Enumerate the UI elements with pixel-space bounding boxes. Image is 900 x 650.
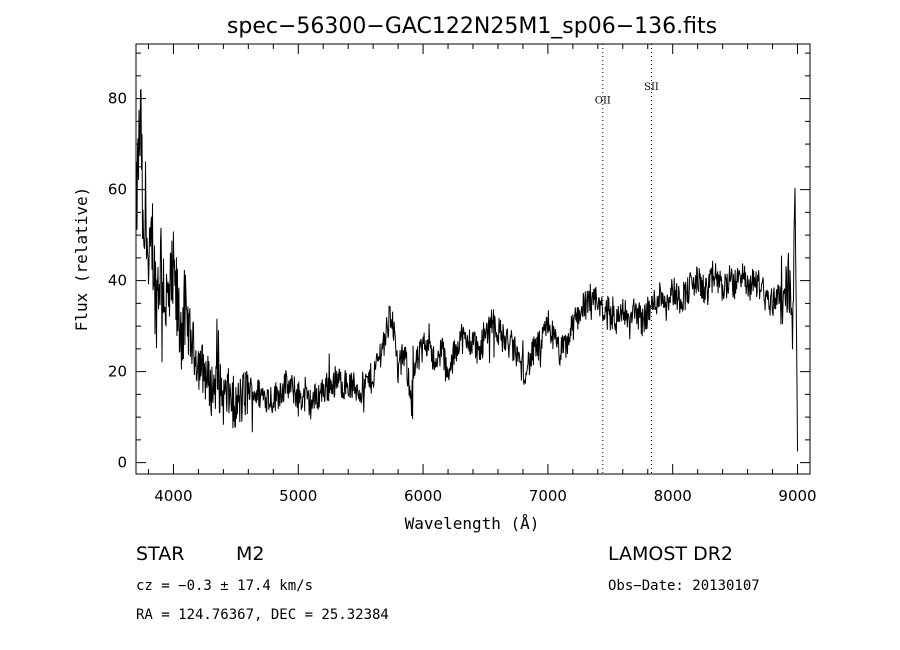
y-tick-label: 80 (108, 90, 127, 108)
emission-lines: OII SII (595, 44, 659, 474)
spectrum-series-line (135, 89, 798, 452)
object-class: STAR (136, 543, 184, 565)
y-axis-label: Flux (relative) (72, 187, 91, 332)
survey-name: LAMOST DR2 (608, 543, 733, 565)
x-tick-label: 6000 (404, 487, 442, 505)
object-subclass: M2 (236, 543, 264, 565)
y-tick-label: 60 (108, 181, 127, 199)
x-axis-ticks (147, 44, 799, 474)
x-tick-label: 9000 (778, 487, 816, 505)
y-axis-tick-labels: 0 20 40 60 80 (108, 90, 127, 472)
redshift-info: cz = −0.3 ± 17.4 km/s (136, 578, 313, 594)
x-tick-label: 8000 (654, 487, 692, 505)
x-tick-label: 5000 (279, 487, 317, 505)
x-axis-label: Wavelength (Å) (405, 514, 540, 533)
y-tick-label: 0 (117, 454, 127, 472)
y-tick-label: 40 (108, 272, 127, 290)
x-tick-label: 7000 (529, 487, 567, 505)
coordinates: RA = 124.76367, DEC = 25.32384 (136, 607, 389, 623)
emission-line-label: SII (644, 82, 659, 93)
emission-line-label: OII (595, 96, 611, 107)
x-tick-label: 4000 (154, 487, 192, 505)
y-tick-label: 20 (108, 363, 127, 381)
obs-date: Obs−Date: 20130107 (608, 578, 760, 594)
x-axis-tick-labels: 4000 5000 6000 7000 8000 9000 (154, 487, 816, 505)
chart-title: spec−56300−GAC122N25M1_sp06−136.fits (227, 14, 717, 39)
